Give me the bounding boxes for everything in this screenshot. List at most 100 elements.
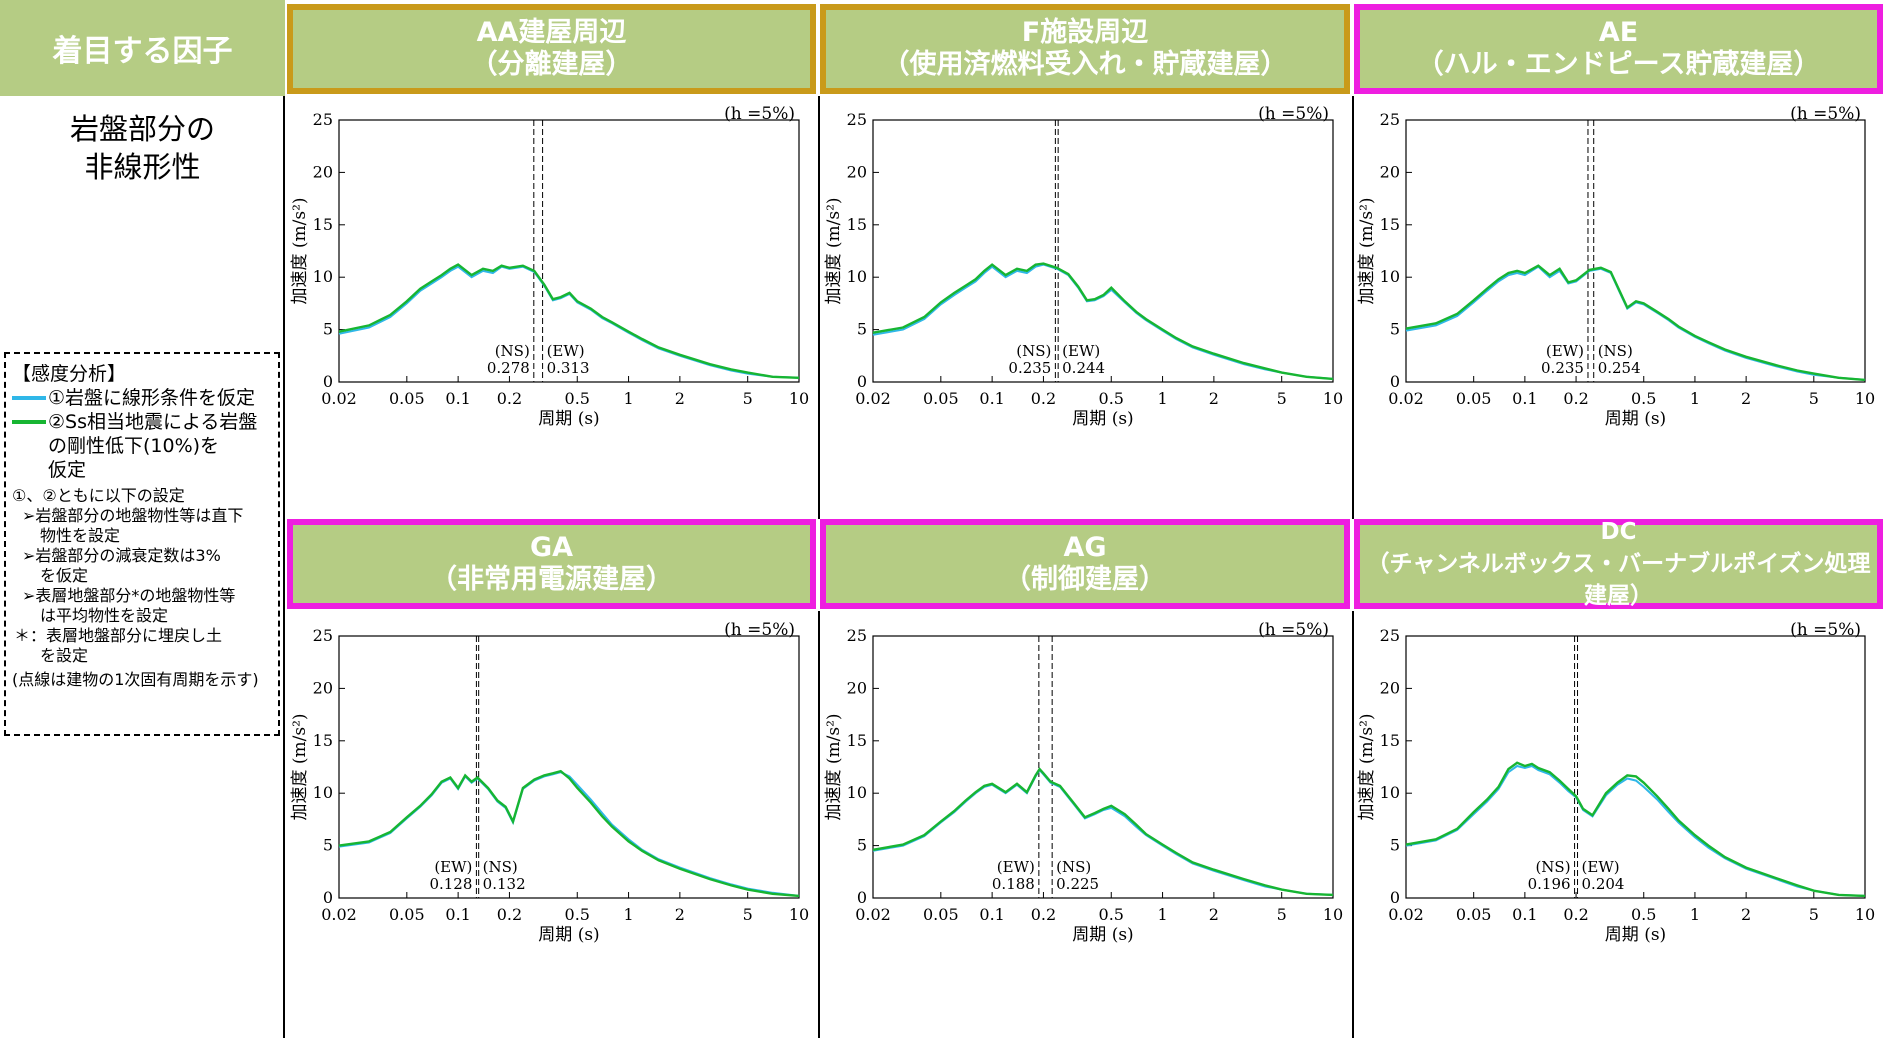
plot-frame <box>872 635 1334 899</box>
y-axis-label: 加速度 (m/s²) <box>290 197 310 304</box>
spectrum-series-line <box>872 262 1334 381</box>
natural-period-direction: (EW) <box>434 858 472 876</box>
x-tick-label: 5 <box>1809 905 1819 924</box>
panel-header-aa: AA建屋周辺 （分離建屋） <box>287 4 816 94</box>
x-tick-label: 0.5 <box>1099 905 1124 924</box>
x-tick-label: 0.02 <box>321 905 357 924</box>
y-tick-label: 5 <box>323 320 333 339</box>
factor-title: 岩盤部分の 非線形性 <box>0 110 285 186</box>
x-tick-label: 0.2 <box>497 905 522 924</box>
x-axis-label: 周期 (s) <box>538 409 599 429</box>
x-tick-label: 5 <box>743 389 753 408</box>
y-tick-label: 25 <box>1380 110 1400 129</box>
y-tick-label: 0 <box>323 888 333 907</box>
x-axis-label: 周期 (s) <box>1605 409 1666 429</box>
x-tick-label: 0.2 <box>1563 389 1588 408</box>
y-tick-label: 15 <box>1380 215 1400 234</box>
natural-period-direction: (NS) <box>1056 858 1091 876</box>
y-tick-label: 0 <box>1390 372 1400 391</box>
natural-period-value: 0.313 <box>547 359 590 377</box>
legend-bullet1-line1: ➢岩盤部分の地盤物性等は直下 <box>22 506 244 525</box>
y-tick-label: 15 <box>847 731 867 750</box>
natural-period-direction: (NS) <box>1016 342 1051 360</box>
spectrum-series-line <box>338 769 800 898</box>
spectrum-series-line <box>1405 264 1866 382</box>
legend-swatch-linear <box>12 396 46 400</box>
legend-bullet2-line1: ➢岩盤部分の減衰定数は3% <box>22 546 221 565</box>
x-tick-label: 5 <box>1277 389 1287 408</box>
x-tick-label: 0.1 <box>445 905 470 924</box>
spectrum-series-line <box>1405 761 1866 898</box>
y-tick-label: 0 <box>323 372 333 391</box>
natural-period-value: 0.254 <box>1598 359 1641 377</box>
y-tick-label: 15 <box>313 731 333 750</box>
x-tick-label: 0.02 <box>855 905 891 924</box>
y-tick-label: 0 <box>1390 888 1400 907</box>
x-tick-label: 10 <box>1855 389 1875 408</box>
panel-header-ae: AE （ハル・エンドピース貯蔵建屋） <box>1354 4 1883 94</box>
y-tick-label: 20 <box>847 162 867 181</box>
natural-period-direction: (NS) <box>495 342 530 360</box>
natural-period-direction: (EW) <box>1546 342 1584 360</box>
x-tick-label: 0.05 <box>923 389 959 408</box>
legend-item-degraded-line2: の剛性低下(10%)を <box>48 435 220 457</box>
y-tick-label: 15 <box>313 215 333 234</box>
x-axis-label: 周期 (s) <box>1072 409 1133 429</box>
legend-item-degraded: ②Ss相当地震による岩盤 <box>12 410 272 434</box>
legend-swatch-degraded <box>12 420 46 424</box>
spectrum-series-line <box>338 263 800 379</box>
x-tick-label: 0.5 <box>565 389 590 408</box>
legend-item-degraded-line3: 仮定 <box>48 459 87 481</box>
panel-title-ae: AE <box>1598 17 1639 48</box>
x-tick-label: 0.05 <box>389 905 425 924</box>
legend-item-degraded-label: ②Ss相当地震による岩盤 <box>48 411 258 433</box>
x-tick-label: 0.5 <box>1631 905 1656 924</box>
natural-period-value: 0.235 <box>1541 359 1584 377</box>
y-tick-label: 10 <box>1380 267 1400 286</box>
spectrum-series-line <box>872 768 1334 896</box>
x-tick-label: 10 <box>1323 389 1343 408</box>
legend-item-linear: ①岩盤に線形条件を仮定 <box>12 386 272 410</box>
legend-bullet3-line2: は平均物性を設定 <box>40 606 169 625</box>
y-tick-label: 5 <box>1390 320 1400 339</box>
y-tick-label: 5 <box>1390 836 1400 855</box>
x-tick-label: 5 <box>1809 389 1819 408</box>
x-tick-label: 0.1 <box>1512 905 1537 924</box>
x-tick-label: 0.5 <box>565 905 590 924</box>
x-tick-label: 10 <box>789 905 809 924</box>
y-tick-label: 15 <box>847 215 867 234</box>
x-tick-label: 0.1 <box>1512 389 1537 408</box>
natural-period-value: 0.128 <box>429 875 472 893</box>
y-tick-label: 10 <box>313 267 333 286</box>
natural-period-direction: (NS) <box>1535 858 1570 876</box>
x-tick-label: 10 <box>1855 905 1875 924</box>
y-axis-label: 加速度 (m/s²) <box>824 197 844 304</box>
x-tick-label: 1 <box>623 389 633 408</box>
panel-title-ga: GA <box>529 532 574 563</box>
column-divider-1 <box>818 96 820 519</box>
y-axis-label: 加速度 (m/s²) <box>1357 197 1377 304</box>
panel-subtitle-ga: （非常用電源建屋） <box>430 564 673 595</box>
spectrum-series-line <box>338 771 800 897</box>
y-tick-label: 10 <box>1380 783 1400 802</box>
x-tick-label: 1 <box>1690 905 1700 924</box>
y-tick-label: 25 <box>847 110 867 129</box>
x-tick-label: 0.02 <box>321 389 357 408</box>
panel-title-aa: AA建屋周辺 <box>476 17 627 48</box>
column-divider-2 <box>1352 96 1354 519</box>
damping-annotation: (h =5%) <box>1258 622 1329 640</box>
panel-subtitle-ag: （制御建屋） <box>1004 564 1166 595</box>
x-axis-label: 周期 (s) <box>538 925 599 945</box>
damping-annotation: (h =5%) <box>724 106 795 124</box>
x-tick-label: 5 <box>1277 905 1287 924</box>
y-tick-label: 25 <box>313 110 333 129</box>
y-tick-label: 20 <box>847 678 867 697</box>
legend-bullet1-line2: 物性を設定 <box>40 526 121 545</box>
natural-period-value: 0.244 <box>1062 359 1105 377</box>
legend-box: 【感度分析】 ①岩盤に線形条件を仮定 ②Ss相当地震による岩盤 の剛性低下(10… <box>4 352 280 736</box>
panel-subtitle-ae: （ハル・エンドピース貯蔵建屋） <box>1416 49 1821 80</box>
panel-header-ag: AG （制御建屋） <box>820 519 1350 609</box>
